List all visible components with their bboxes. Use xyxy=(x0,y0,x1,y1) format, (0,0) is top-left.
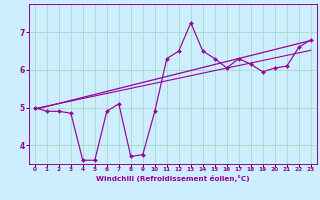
X-axis label: Windchill (Refroidissement éolien,°C): Windchill (Refroidissement éolien,°C) xyxy=(96,175,250,182)
